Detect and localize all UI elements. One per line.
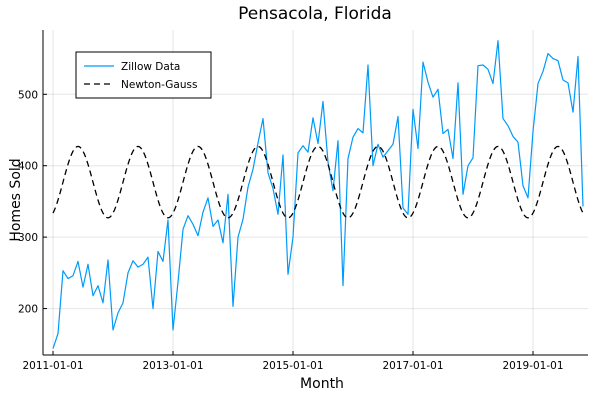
legend: Zillow Data Newton-Gauss <box>75 51 212 99</box>
x-tick-label: 2015-01-01 <box>262 360 323 372</box>
y-tick-label: 400 <box>18 161 38 173</box>
x-tick-label: 2011-01-01 <box>22 360 83 372</box>
series-line-zillow-data <box>52 40 584 349</box>
x-tick-label: 2013-01-01 <box>142 360 203 372</box>
x-axis-label: Month <box>300 376 344 392</box>
x-tick-label: 2019-01-01 <box>502 360 563 372</box>
legend-box <box>75 51 212 99</box>
axes: 2011-01-01 2013-01-01 2015-01-01 2017-01-01… <box>18 30 588 372</box>
y-axis-label: Homes Sold <box>8 158 24 241</box>
chart-title: Pensacola, Florida <box>238 4 392 24</box>
legend-label: Zillow Data <box>121 61 180 73</box>
y-tick-label: 300 <box>18 232 38 244</box>
series-layer <box>52 40 584 349</box>
series-line-newton-gauss <box>52 145 584 219</box>
legend-label: Newton-Gauss <box>121 79 197 91</box>
x-tick-label: 2017-01-01 <box>382 360 443 372</box>
y-tick-label: 500 <box>18 89 38 101</box>
y-tick-label: 200 <box>18 304 38 316</box>
